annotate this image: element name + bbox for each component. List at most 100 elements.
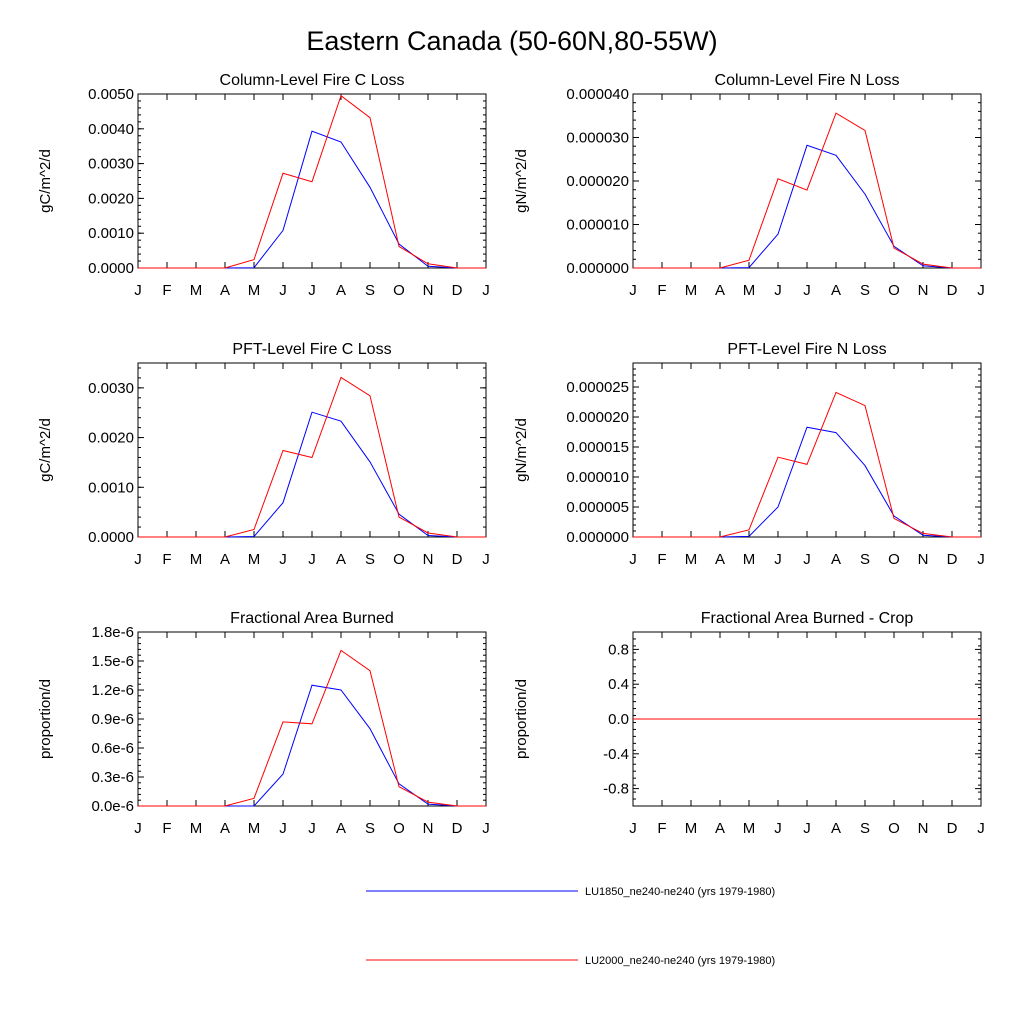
x-tick-label: O <box>393 820 405 837</box>
series-line-1 <box>138 411 486 538</box>
x-tick-label: A <box>715 820 725 837</box>
x-tick-label: A <box>715 551 725 568</box>
panel-title: Column-Level Fire N Loss <box>715 72 900 89</box>
x-tick-label: A <box>336 282 346 299</box>
x-tick-label: M <box>743 282 756 299</box>
x-tick-label: N <box>423 820 434 837</box>
x-tick-label: A <box>220 551 230 568</box>
y-tick-label: 0.000010 <box>566 217 629 234</box>
x-tick-label: A <box>831 551 841 568</box>
x-tick-label: J <box>308 282 316 299</box>
y-tick-label: 0.0030 <box>88 156 134 173</box>
x-tick-label: D <box>947 820 958 837</box>
x-tick-label: F <box>657 820 666 837</box>
y-axis-label: proportion/d <box>37 679 54 759</box>
y-axis-label: proportion/d <box>513 679 530 759</box>
x-tick-label: J <box>629 820 637 837</box>
x-tick-label: M <box>248 282 261 299</box>
x-tick-label: F <box>657 551 666 568</box>
x-tick-label: M <box>743 551 756 568</box>
y-tick-label: 0.8 <box>608 641 629 658</box>
x-tick-label: D <box>452 551 463 568</box>
y-tick-label: 0.000000 <box>566 529 629 546</box>
y-tick-label: 0.6e-6 <box>91 740 134 757</box>
y-tick-label: 0.0000 <box>88 529 134 546</box>
plot-frame <box>137 362 487 538</box>
series-line-2 <box>138 376 486 538</box>
x-tick-label: N <box>423 551 434 568</box>
x-tick-label: J <box>774 820 782 837</box>
x-tick-label: D <box>947 282 958 299</box>
y-tick-label: 0.0010 <box>88 479 134 496</box>
panel-title: Fractional Area Burned - Crop <box>701 610 914 627</box>
x-tick-label: M <box>685 551 698 568</box>
x-tick-label: J <box>803 820 811 837</box>
plot-frame <box>137 631 487 807</box>
y-tick-label: 0.0000 <box>88 260 134 277</box>
y-tick-label: 1.8e-6 <box>91 624 134 641</box>
y-tick-label: 0.000025 <box>566 379 629 396</box>
series-line-1 <box>138 684 486 807</box>
y-tick-label: 0.000005 <box>566 499 629 516</box>
legend-entry-2: LU2000_ne240-ne240 (yrs 1979-1980) <box>366 955 775 967</box>
y-tick-label: 0.000030 <box>566 130 629 147</box>
x-tick-label: D <box>452 820 463 837</box>
x-tick-label: O <box>393 551 405 568</box>
legend-label: LU2000_ne240-ne240 (yrs 1979-1980) <box>585 955 775 967</box>
panel-title: Column-Level Fire C Loss <box>220 72 405 89</box>
series-line-1 <box>633 426 981 538</box>
y-tick-label: 0.000015 <box>566 439 629 456</box>
x-tick-label: M <box>190 282 203 299</box>
y-tick-label: 0.0040 <box>88 121 134 138</box>
y-tick-label: 0.0030 <box>88 380 134 397</box>
x-tick-label: D <box>947 551 958 568</box>
x-tick-label: J <box>629 282 637 299</box>
legend-label: LU1850_ne240-ne240 (yrs 1979-1980) <box>585 886 775 898</box>
y-tick-label: -0.4 <box>603 746 629 763</box>
x-tick-label: J <box>803 282 811 299</box>
x-tick-label: J <box>134 282 142 299</box>
legend-entry-1: LU1850_ne240-ne240 (yrs 1979-1980) <box>366 886 775 898</box>
x-tick-label: J <box>279 282 287 299</box>
x-tick-label: S <box>860 282 870 299</box>
y-tick-label: 0.000020 <box>566 409 629 426</box>
x-tick-label: J <box>977 820 985 837</box>
x-tick-label: J <box>629 551 637 568</box>
x-tick-label: M <box>743 820 756 837</box>
x-tick-label: J <box>977 551 985 568</box>
y-tick-label: 0.0010 <box>88 225 134 242</box>
y-axis-label: gC/m^2/d <box>37 149 54 213</box>
x-tick-label: J <box>774 551 782 568</box>
y-axis-label: gC/m^2/d <box>37 418 54 482</box>
y-tick-label: -0.8 <box>603 781 629 798</box>
x-tick-label: F <box>162 551 171 568</box>
x-tick-label: A <box>715 282 725 299</box>
series-line-2 <box>633 391 981 538</box>
x-tick-label: A <box>336 551 346 568</box>
x-tick-label: J <box>482 551 490 568</box>
x-tick-label: D <box>452 282 463 299</box>
x-tick-label: J <box>308 820 316 837</box>
x-tick-label: J <box>774 282 782 299</box>
panel-title: PFT-Level Fire C Loss <box>232 341 391 358</box>
x-tick-label: J <box>308 551 316 568</box>
x-tick-label: A <box>831 820 841 837</box>
y-tick-label: 0.0 <box>608 711 629 728</box>
x-tick-label: N <box>423 282 434 299</box>
x-tick-label: M <box>685 820 698 837</box>
x-tick-label: F <box>162 282 171 299</box>
x-tick-label: O <box>888 551 900 568</box>
x-tick-label: S <box>365 282 375 299</box>
x-tick-label: J <box>134 820 142 837</box>
y-tick-label: 0.4 <box>608 676 629 693</box>
series-line-2 <box>138 649 486 807</box>
y-tick-label: 1.5e-6 <box>91 653 134 670</box>
